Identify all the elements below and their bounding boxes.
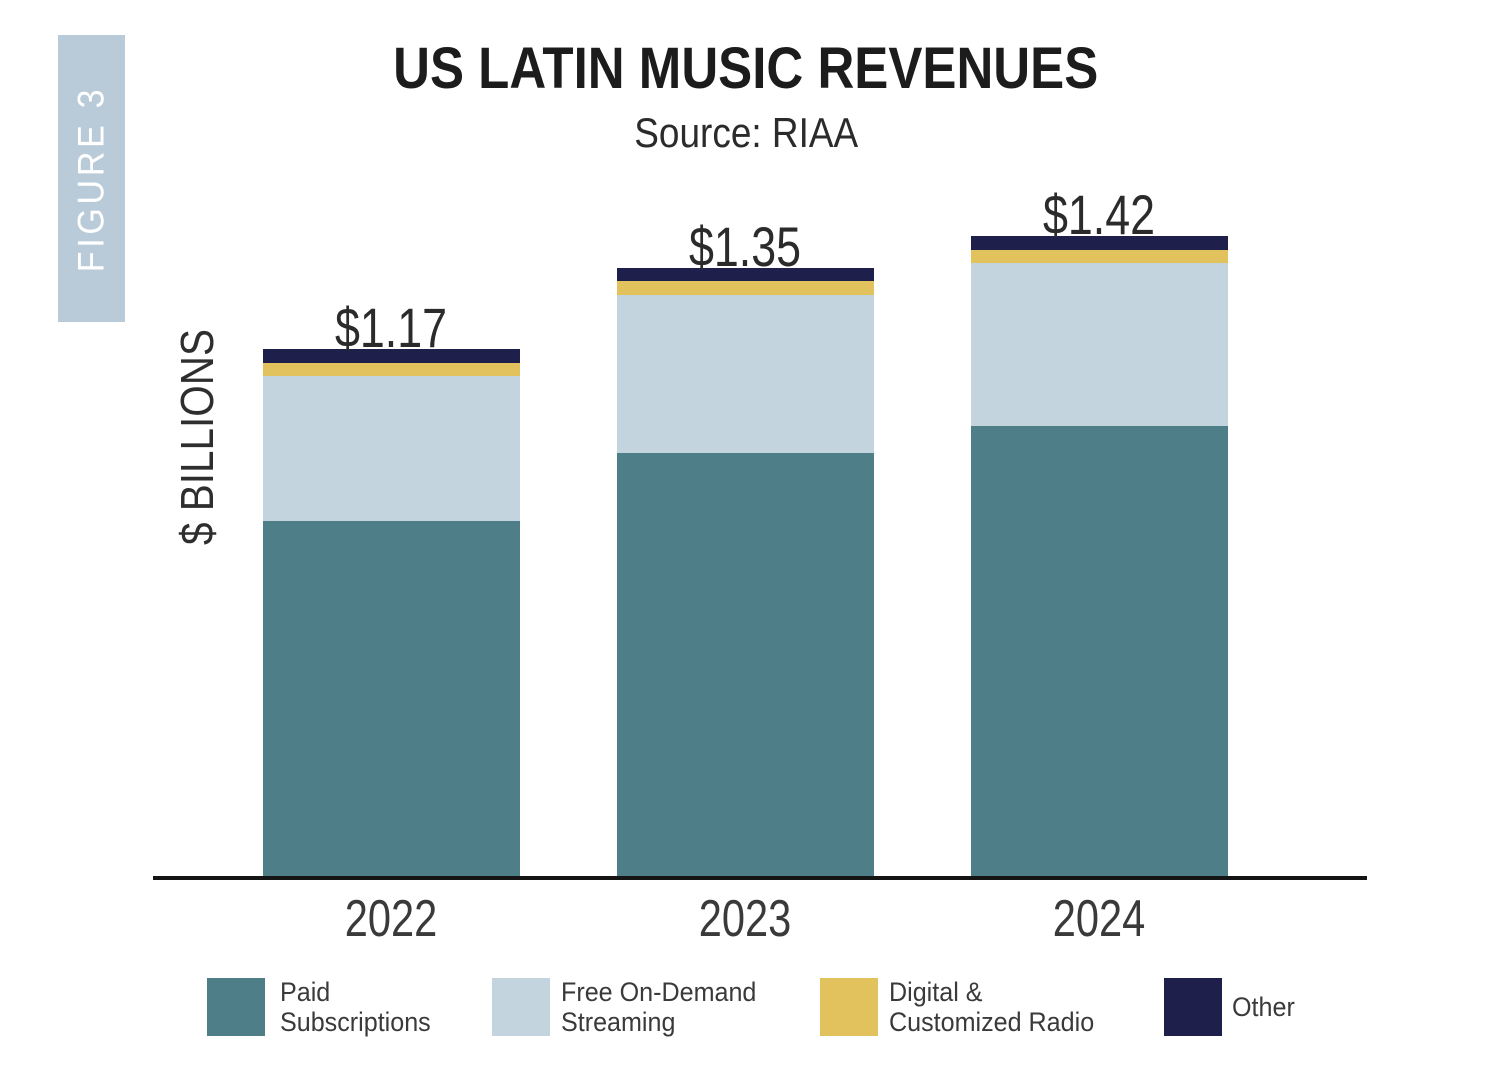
bar-segment-2022-other xyxy=(262,349,520,363)
legend-label-line: Streaming xyxy=(561,1007,676,1037)
chart-title: US LATIN MUSIC REVENUES xyxy=(393,36,1099,101)
bar-segment-2023-free-on-demand-streaming xyxy=(616,294,874,454)
bar-segment-2023-other xyxy=(616,267,874,282)
total-label-2024: $1.42 xyxy=(1042,183,1156,247)
bar-segment-2022-free-on-demand-streaming xyxy=(262,376,520,521)
legend-swatch-free_on_demand xyxy=(492,978,550,1036)
bar-segment-2022-paid-subscriptions xyxy=(262,520,520,878)
bar-segment-2024-free-on-demand-streaming xyxy=(970,263,1228,426)
legend-label-line: Digital & xyxy=(889,977,983,1007)
figure-banner: FIGURE 3 xyxy=(58,35,125,322)
x-tick-2023: 2023 xyxy=(698,890,792,948)
x-axis-line xyxy=(153,876,1367,880)
legend-swatch-other xyxy=(1164,978,1222,1036)
x-tick-2024: 2024 xyxy=(1052,890,1146,948)
bar-2023 xyxy=(616,267,874,878)
legend-label-free_on_demand: Free On-Demand Streaming xyxy=(561,977,756,1037)
legend-label-line: Customized Radio xyxy=(889,1007,1095,1037)
legend-label-line: Other xyxy=(1232,992,1295,1022)
legend-label-line: Free On-Demand xyxy=(561,977,757,1007)
legend-label-line: Paid xyxy=(280,977,331,1007)
bar-segment-2024-other xyxy=(970,236,1228,250)
x-tick-2022: 2022 xyxy=(344,890,438,948)
legend-label-digital_radio: Digital & Customized Radio xyxy=(889,977,1094,1037)
total-label-2023: $1.35 xyxy=(688,214,802,278)
bar-2024 xyxy=(970,236,1228,878)
bar-2022 xyxy=(262,349,520,878)
total-label-2022: $1.17 xyxy=(334,296,448,360)
bar-segment-2023-digital-customized-radio xyxy=(616,281,874,295)
legend-label-paid_subscriptions: Paid Subscriptions xyxy=(280,977,431,1037)
legend-label-other: Other xyxy=(1232,992,1295,1022)
bar-segment-2023-paid-subscriptions xyxy=(616,453,874,878)
legend-swatch-paid_subscriptions xyxy=(207,978,265,1036)
bar-segment-2024-paid-subscriptions xyxy=(970,426,1228,878)
bar-segment-2022-digital-customized-radio xyxy=(262,362,520,377)
bar-segment-2024-digital-customized-radio xyxy=(970,249,1228,264)
legend-label-line: Subscriptions xyxy=(280,1007,431,1037)
chart-source: Source: RIAA xyxy=(634,109,858,156)
legend-swatch-digital_radio xyxy=(820,978,878,1036)
